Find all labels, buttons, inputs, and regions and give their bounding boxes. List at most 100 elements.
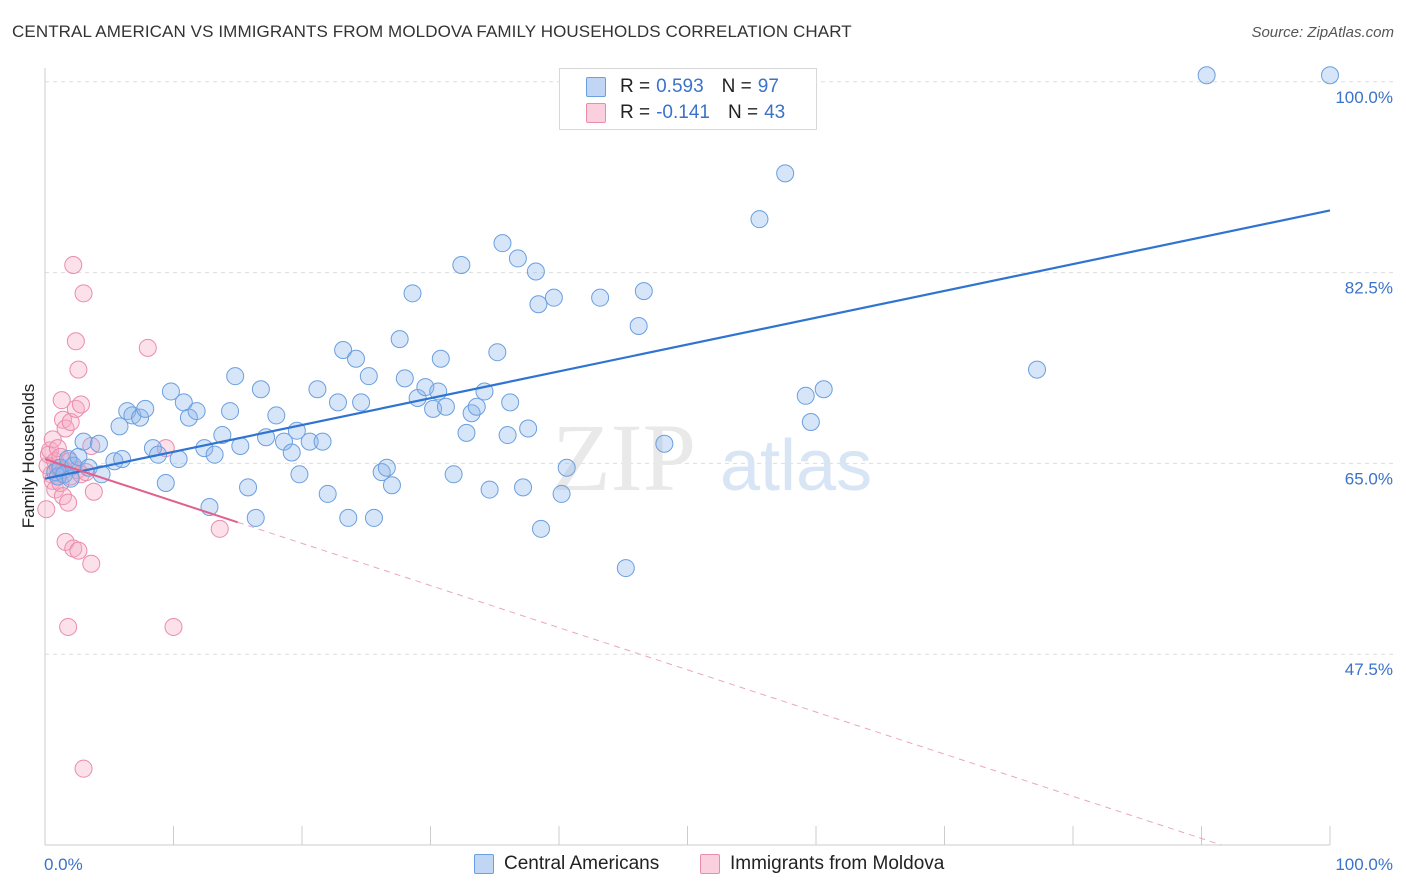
central-american-point [89, 434, 108, 453]
central-american-point [796, 386, 815, 405]
central-american-point [282, 443, 301, 462]
central-american-point [131, 408, 150, 427]
central-american-point [1197, 66, 1216, 85]
central-american-point [290, 465, 309, 484]
legend-n-value: 43 [764, 102, 786, 123]
moldova-point [41, 441, 60, 460]
moldova-point [84, 482, 103, 501]
series-legend-central-americans: Central Americans [474, 851, 659, 877]
central-american-point [221, 402, 240, 421]
central-american-point [514, 478, 533, 497]
series-swatch-pink [700, 854, 720, 874]
central-american-point [508, 249, 527, 268]
legend-swatch-blue [586, 77, 606, 97]
central-american-point [390, 330, 409, 349]
moldova-point [37, 500, 56, 519]
central-american-point [187, 402, 206, 421]
central-american-point [308, 380, 327, 399]
series-legend-moldova: Immigrants from Moldova [700, 851, 944, 877]
central-american-point [519, 419, 538, 438]
legend-n-label: N = [727, 102, 759, 123]
central-american-point [352, 393, 371, 412]
moldova-point [74, 284, 93, 303]
moldova-point [74, 759, 93, 778]
legend-n-label: N = [721, 76, 752, 97]
central-american-point [452, 255, 471, 274]
central-american-point [226, 367, 245, 386]
legend-n-value: 97 [757, 76, 779, 97]
trend-line-moldova [44, 458, 239, 524]
central-american-point [313, 432, 332, 451]
watermark-zip: ZIP [552, 404, 696, 511]
legend-swatch-pink [586, 103, 606, 123]
y-tick-label: 47.5% [1345, 660, 1393, 679]
moldova-point [69, 360, 88, 379]
central-american-point [532, 519, 551, 538]
central-american-point [136, 399, 155, 418]
legend-r-value: 0.593 [656, 76, 704, 97]
central-american-point [1321, 66, 1339, 85]
central-american-point [498, 426, 517, 445]
central-american-point [493, 234, 512, 253]
moldova-point [82, 554, 101, 573]
central-american-point [395, 369, 414, 388]
central-american-point [1028, 360, 1047, 379]
central-american-point [634, 282, 653, 301]
legend-r-label: R = [620, 102, 651, 123]
central-american-point [251, 380, 270, 399]
central-american-point [339, 508, 358, 527]
central-american-point [161, 382, 180, 401]
central-american-point [239, 478, 258, 497]
moldova-point [138, 338, 157, 357]
central-american-point [501, 393, 520, 412]
central-american-point [359, 367, 378, 386]
trend-lines [44, 209, 1331, 846]
moldova-point [59, 617, 78, 636]
trend-line-central-americans [44, 209, 1331, 480]
legend-r-label: R = [620, 76, 651, 97]
series-label-moldova: Immigrants from Moldova [730, 853, 945, 874]
central-american-point [552, 484, 571, 503]
moldova-point [64, 255, 83, 274]
central-american-point [328, 393, 347, 412]
axis-labels: 47.5% 65.0% 82.5% 100.0% 0.0% 100.0% Family Ho… [19, 88, 1393, 874]
watermark-atlas: atlas [720, 426, 872, 506]
central-american-point [616, 559, 635, 578]
central-american-point [110, 417, 129, 436]
central-american-point [364, 508, 383, 527]
moldova-point [59, 493, 78, 512]
source-credit: Source: ZipAtlas.com [1251, 24, 1394, 41]
moldova-point [43, 430, 62, 449]
moldova-point [210, 519, 229, 538]
central-american-point [179, 408, 198, 427]
central-american-point [246, 508, 265, 527]
y-tick-label: 65.0% [1345, 469, 1393, 488]
central-american-point [750, 210, 769, 229]
y-axis-title: Family Households [19, 384, 38, 529]
central-american-point [467, 397, 486, 416]
central-american-point [113, 450, 132, 469]
legend-row-central-americans: R = 0.593 N = 97 [586, 74, 779, 100]
moldova-point [69, 541, 88, 560]
y-tick-label: 100.0% [1335, 88, 1393, 107]
central-american-point [334, 341, 353, 360]
central-american-point [377, 458, 396, 477]
y-tick-label: 82.5% [1345, 279, 1393, 298]
central-american-point [488, 343, 507, 362]
central-american-point [814, 380, 833, 399]
central-american-point [300, 432, 319, 451]
central-american-point [457, 423, 476, 442]
central-american-point [801, 412, 820, 431]
legend-row-moldova: R = -0.141 N = 43 [586, 100, 785, 126]
central-american-point [776, 164, 795, 183]
central-american-point [526, 262, 545, 281]
central-american-point [156, 474, 175, 493]
series-label-central-americans: Central Americans [504, 853, 660, 874]
chart-title: CENTRAL AMERICAN VS IMMIGRANTS FROM MOLD… [12, 22, 852, 41]
trend-extension-moldova [237, 521, 1222, 846]
correlation-legend: R = 0.593 N = 97 R = -0.141 N = 43 [559, 68, 817, 130]
watermark: ZIP atlas [552, 404, 872, 511]
central-american-point [431, 349, 450, 368]
central-american-point [382, 476, 401, 495]
central-american-point [557, 458, 576, 477]
